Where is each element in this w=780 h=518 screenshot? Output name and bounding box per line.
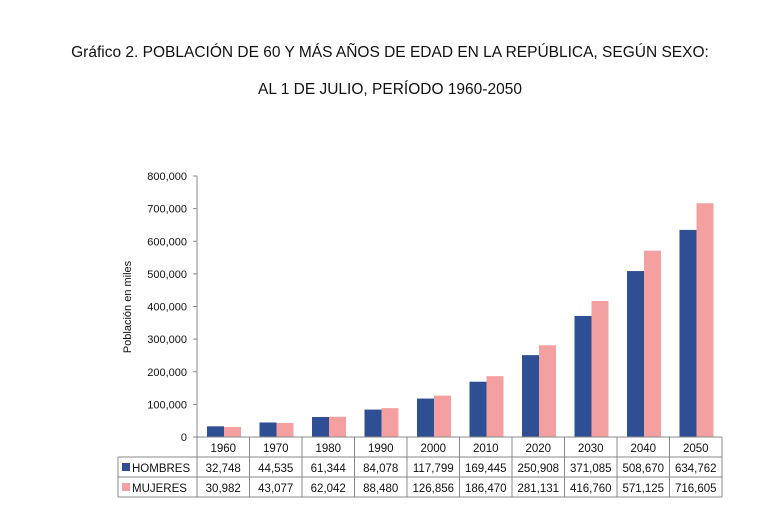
data-label: 32,748 bbox=[206, 463, 241, 475]
y-tick-label: 100,000 bbox=[147, 399, 187, 411]
data-label: 30,982 bbox=[206, 483, 241, 495]
data-label: 634,762 bbox=[675, 463, 717, 475]
y-tick-label: 400,000 bbox=[147, 302, 187, 314]
chart-title-line-1: Gráfico 2. POBLACIÓN DE 60 Y MÁS AÑOS DE… bbox=[71, 44, 709, 61]
data-label: 250,908 bbox=[517, 463, 559, 475]
legend-swatch-mujeres bbox=[122, 483, 130, 491]
bar-mujeres-2000 bbox=[434, 395, 451, 437]
x-tick-label: 2050 bbox=[683, 443, 709, 455]
data-label: 281,131 bbox=[517, 483, 559, 495]
bar-hombres-1990 bbox=[364, 409, 382, 437]
y-tick-label: 600,000 bbox=[147, 236, 187, 248]
data-label: 508,670 bbox=[622, 463, 664, 475]
bar-mujeres-2020 bbox=[539, 345, 556, 437]
data-label: 44,535 bbox=[258, 463, 293, 475]
x-tick-label: 2000 bbox=[420, 443, 446, 455]
data-label: 571,125 bbox=[622, 483, 664, 495]
bar-hombres-2030 bbox=[574, 315, 592, 437]
data-label: 62,042 bbox=[311, 483, 346, 495]
bar-hombres-2020 bbox=[522, 355, 539, 437]
bar-hombres-2000 bbox=[417, 398, 434, 437]
data-label: 169,445 bbox=[465, 463, 507, 475]
data-label: 126,856 bbox=[412, 483, 454, 495]
x-tick-label: 2010 bbox=[473, 443, 499, 455]
x-tick-label: 2030 bbox=[578, 443, 604, 455]
data-label: 716,605 bbox=[675, 483, 717, 495]
data-label: 416,760 bbox=[570, 483, 612, 495]
legend-label-mujeres: MUJERES bbox=[132, 483, 187, 495]
legend-label-hombres: HOMBRES bbox=[132, 463, 190, 475]
data-label: 186,470 bbox=[465, 483, 507, 495]
bar-mujeres-2030 bbox=[591, 301, 609, 437]
data-label: 61,344 bbox=[311, 463, 347, 475]
x-tick-label: 2020 bbox=[525, 443, 551, 455]
data-label: 43,077 bbox=[258, 483, 293, 495]
x-tick-label: 1980 bbox=[315, 443, 341, 455]
bar-mujeres-1960 bbox=[224, 426, 241, 437]
bar-hombres-1970 bbox=[259, 422, 277, 437]
y-tick-label: 300,000 bbox=[147, 334, 187, 346]
y-tick-label: 700,000 bbox=[147, 204, 187, 216]
bar-hombres-2050 bbox=[679, 229, 697, 437]
bar-hombres-1980 bbox=[312, 416, 329, 437]
x-tick-label: 1990 bbox=[368, 443, 394, 455]
bar-mujeres-2010 bbox=[486, 376, 504, 437]
y-tick-label: 500,000 bbox=[147, 269, 187, 281]
x-tick-label: 2040 bbox=[630, 443, 656, 455]
bar-mujeres-2050 bbox=[696, 203, 714, 437]
data-label: 88,480 bbox=[363, 483, 398, 495]
data-label: 371,085 bbox=[570, 463, 612, 475]
bar-mujeres-1990 bbox=[381, 408, 399, 437]
bar-mujeres-2040 bbox=[644, 250, 661, 437]
y-tick-label: 200,000 bbox=[147, 367, 187, 379]
bar-mujeres-1970 bbox=[276, 422, 294, 437]
y-tick-label: 800,000 bbox=[147, 171, 187, 183]
x-tick-label: 1970 bbox=[263, 443, 289, 455]
legend-swatch-hombres bbox=[122, 463, 130, 471]
chart-title-line-2: AL 1 DE JULIO, PERÍODO 1960-2050 bbox=[258, 81, 522, 98]
data-label: 117,799 bbox=[413, 463, 454, 475]
data-label: 84,078 bbox=[363, 463, 398, 475]
bar-hombres-2040 bbox=[627, 271, 644, 437]
y-tick-label: 0 bbox=[181, 432, 187, 444]
bar-mujeres-1980 bbox=[329, 416, 346, 437]
y-axis-label: Población en miles bbox=[122, 260, 134, 353]
bar-hombres-2010 bbox=[469, 381, 487, 437]
bar-hombres-1960 bbox=[207, 426, 224, 437]
x-tick-label: 1960 bbox=[210, 443, 236, 455]
